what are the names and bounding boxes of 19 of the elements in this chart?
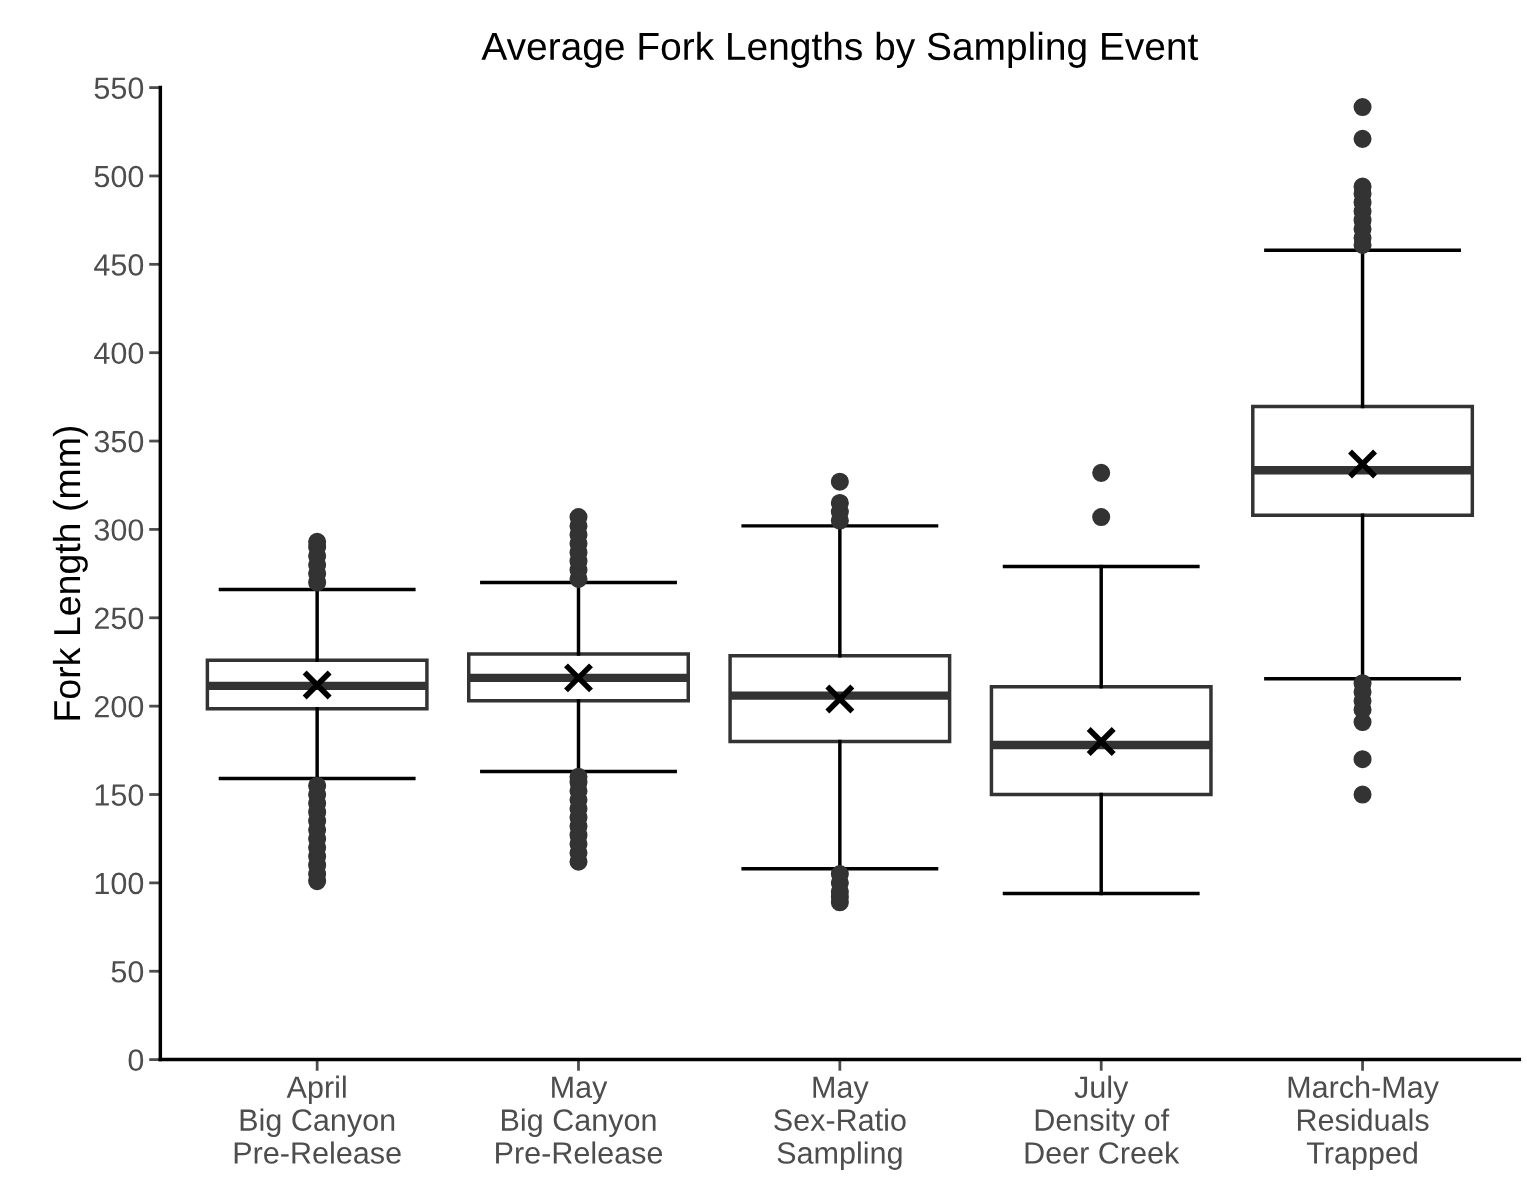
y-tick-label: 250	[94, 607, 144, 630]
y-tick-label: 500	[94, 165, 144, 188]
y-tick-label: 100	[95, 872, 144, 895]
x-tick-label: May Sex-Ratio Sampling	[774, 1076, 906, 1170]
y-tick-label: 300	[94, 519, 144, 541]
y-tick-label: 150	[95, 784, 144, 806]
y-axis-title: Fork Length (mm)	[52, 426, 88, 720]
x-tick-label: April Big Canyon Pre-Release	[234, 1075, 401, 1164]
x-tick-label: May Big Canyon Pre-Release	[496, 1076, 663, 1164]
y-tick-label: 350	[94, 430, 144, 453]
y-tick-label: 450	[94, 254, 144, 276]
y-tick-label: 550	[94, 77, 144, 99]
x-tick-label: March-May Residuals Trapped	[1288, 1075, 1439, 1170]
x-tick-label: July Density of Deer Creek	[1025, 1075, 1180, 1164]
y-tick-label: 50	[111, 960, 144, 983]
y-tick-label: 200	[94, 695, 144, 718]
y-tick-label: 400	[94, 342, 144, 365]
y-tick-label: 0	[128, 1049, 144, 1071]
chart-title: Average Fork Lengths by Sampling Event	[481, 31, 1199, 68]
